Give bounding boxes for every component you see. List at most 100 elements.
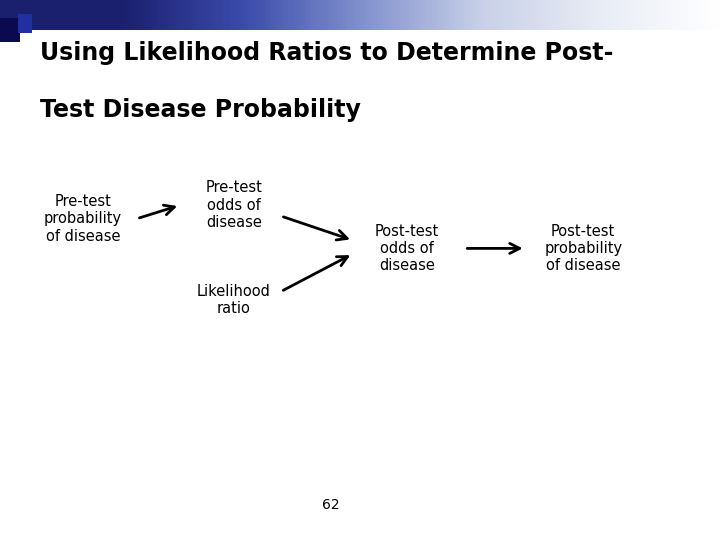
Bar	[79, 0, 83, 30]
Bar	[0, 0, 4, 30]
Bar	[515, 0, 518, 30]
Bar	[29, 0, 32, 30]
Text: Pre-test
odds of
disease: Pre-test odds of disease	[206, 180, 262, 230]
Bar	[72, 0, 76, 30]
Bar	[716, 0, 720, 30]
Bar	[504, 0, 508, 30]
Bar	[522, 0, 526, 30]
Bar	[407, 0, 410, 30]
Bar	[461, 0, 464, 30]
Bar	[133, 0, 137, 30]
Bar	[61, 0, 65, 30]
Bar	[284, 0, 288, 30]
Bar	[396, 0, 400, 30]
Bar	[54, 0, 58, 30]
Bar	[317, 0, 320, 30]
Bar	[209, 0, 212, 30]
Bar	[144, 0, 148, 30]
Bar	[598, 0, 601, 30]
Bar	[587, 0, 590, 30]
Bar	[180, 0, 184, 30]
Bar	[670, 0, 673, 30]
Bar	[342, 0, 346, 30]
Bar	[360, 0, 364, 30]
Bar	[36, 0, 40, 30]
Bar	[43, 0, 47, 30]
Bar	[439, 0, 443, 30]
Bar	[630, 0, 634, 30]
Bar	[155, 0, 158, 30]
Bar	[479, 0, 482, 30]
Bar	[101, 0, 104, 30]
Bar	[713, 0, 716, 30]
Bar	[331, 0, 335, 30]
Bar	[648, 0, 652, 30]
Bar	[313, 0, 317, 30]
Text: Post-test
odds of
disease: Post-test odds of disease	[374, 224, 439, 273]
Text: Test Disease Probability: Test Disease Probability	[40, 98, 361, 122]
Bar	[565, 0, 569, 30]
Bar	[302, 0, 306, 30]
Bar	[306, 0, 310, 30]
Bar	[698, 0, 702, 30]
Bar	[349, 0, 353, 30]
Bar	[137, 0, 140, 30]
Bar	[403, 0, 407, 30]
Bar	[680, 0, 684, 30]
Bar	[7, 0, 11, 30]
Bar	[450, 0, 454, 30]
Bar	[392, 0, 396, 30]
Bar	[346, 0, 349, 30]
Bar	[497, 0, 500, 30]
Bar	[11, 0, 14, 30]
Bar	[122, 0, 126, 30]
Bar	[194, 0, 198, 30]
Bar	[482, 0, 486, 30]
Bar	[554, 0, 558, 30]
Bar	[191, 0, 194, 30]
Bar	[324, 0, 328, 30]
Bar	[151, 0, 155, 30]
Bar	[583, 0, 587, 30]
Bar	[238, 0, 241, 30]
Bar	[425, 0, 428, 30]
Bar	[544, 0, 547, 30]
Bar	[364, 0, 367, 30]
Text: Post-test
probability
of disease: Post-test probability of disease	[544, 224, 622, 273]
Bar	[443, 0, 446, 30]
Bar	[0, 18, 20, 42]
Bar	[234, 0, 238, 30]
Bar	[277, 0, 281, 30]
Bar	[662, 0, 666, 30]
Bar	[436, 0, 439, 30]
Bar	[608, 0, 612, 30]
Bar	[259, 0, 263, 30]
Bar	[328, 0, 331, 30]
Bar	[709, 0, 713, 30]
Bar	[173, 0, 176, 30]
Bar	[428, 0, 432, 30]
Bar	[652, 0, 655, 30]
Bar	[594, 0, 598, 30]
Bar	[659, 0, 662, 30]
Bar	[684, 0, 688, 30]
Text: Likelihood
ratio: Likelihood ratio	[197, 284, 271, 316]
Bar	[256, 0, 259, 30]
Bar	[22, 0, 25, 30]
Bar	[526, 0, 529, 30]
Bar	[90, 0, 94, 30]
Bar	[367, 0, 371, 30]
Bar	[493, 0, 497, 30]
Bar	[97, 0, 101, 30]
Bar	[126, 0, 130, 30]
Bar	[198, 0, 202, 30]
Bar	[299, 0, 302, 30]
Bar	[706, 0, 709, 30]
Bar	[385, 0, 389, 30]
Bar	[187, 0, 191, 30]
Bar	[288, 0, 292, 30]
Bar	[616, 0, 619, 30]
Bar	[518, 0, 522, 30]
Bar	[475, 0, 479, 30]
Bar	[58, 0, 61, 30]
